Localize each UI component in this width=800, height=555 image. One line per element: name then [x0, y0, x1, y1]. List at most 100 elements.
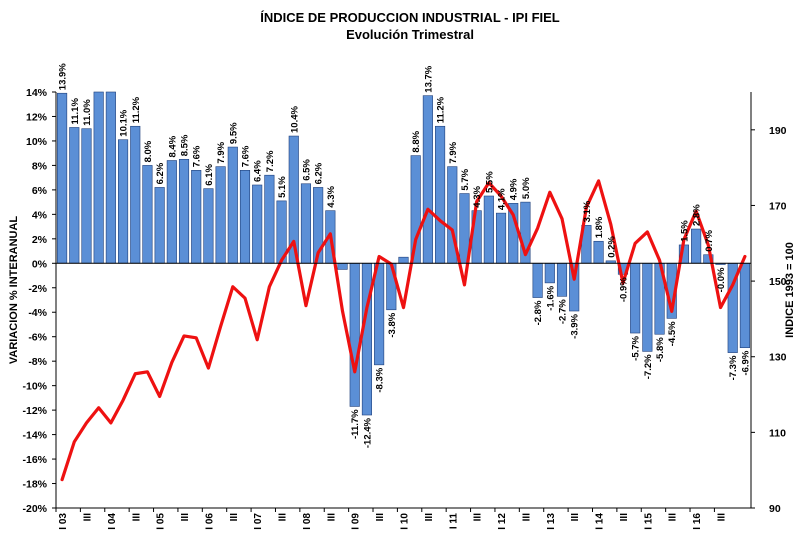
bar — [130, 125, 141, 264]
x-tick-label: III — [473, 513, 484, 522]
left-tick-labels: 14% 12% 10% 8% 6% 4% 2% 0% -2% -4% -6% -8% -10% -12% -… — [22, 87, 47, 515]
x-tick-label: I 13 — [546, 513, 557, 530]
left-tick-label: 10% — [26, 136, 48, 148]
bar — [337, 262, 348, 270]
bar — [435, 125, 446, 264]
left-tick-label: -18% — [22, 479, 47, 491]
x-tick-label: I 10 — [400, 513, 411, 530]
bar — [252, 184, 263, 264]
x-tick-label: I 04 — [107, 513, 118, 530]
bar — [739, 262, 750, 349]
bar-data-label: -0.0% — [716, 267, 727, 292]
left-tick-label: 14% — [26, 87, 48, 99]
x-tick-label: III — [668, 513, 679, 522]
left-tick-label: 8% — [32, 160, 48, 172]
bar — [81, 128, 92, 264]
left-tick-label: 0% — [32, 258, 48, 270]
bar-data-label: 5.5% — [484, 171, 495, 193]
bar — [556, 262, 568, 297]
bar — [178, 158, 190, 264]
x-tick-label: I 11 — [448, 513, 459, 530]
right-tick-label: 110 — [769, 427, 786, 439]
bar — [422, 95, 433, 264]
bar — [691, 228, 702, 264]
bar — [398, 256, 409, 264]
y-axis-right-label: INDICE 1993 = 100 — [784, 242, 796, 338]
left-tick-label: 4% — [32, 209, 48, 221]
bar-data-label: -7.2% — [643, 354, 654, 379]
left-tick-label: -14% — [22, 430, 47, 442]
left-tick-label: 6% — [32, 185, 48, 197]
bar-data-label: 9.5% — [228, 122, 239, 144]
x-tick-label: III — [326, 513, 337, 522]
bar — [69, 127, 80, 264]
bar-data-label: -0.9% — [619, 277, 630, 302]
x-tick-label: I 08 — [302, 513, 313, 530]
bar-data-label: 8.4% — [167, 135, 178, 157]
x-tick-label: I 16 — [692, 513, 703, 530]
bar — [166, 160, 177, 264]
axes — [52, 91, 755, 512]
bar-data-label: 10.1% — [119, 109, 130, 136]
bar-data-label: 6.5% — [302, 159, 313, 181]
right-tick-label: 130 — [769, 352, 787, 364]
x-tick-label: III — [570, 513, 581, 522]
bar-data-label: 3.1% — [582, 200, 593, 222]
bar-data-label: -7.3% — [728, 355, 739, 380]
bar — [227, 146, 238, 264]
bar — [630, 262, 641, 334]
x-tick-label: III — [131, 513, 142, 522]
bar-data-label: -5.8% — [655, 337, 666, 362]
x-tick-label: III — [278, 513, 289, 522]
bar-data-label: 11.2% — [131, 96, 142, 123]
x-tick-label: III — [619, 513, 630, 522]
bar — [93, 91, 104, 264]
bar — [300, 183, 312, 264]
line-series — [60, 179, 747, 482]
bar-data-label: 13.9% — [58, 63, 69, 90]
x-tick-labels: I 03 III I 04 III I 05 III I 06 III I 07 III I 08 I… — [58, 513, 727, 530]
bar-data-label: 6.1% — [204, 163, 215, 185]
x-tick-label: I 12 — [497, 513, 508, 530]
bar-data-label: 4.1% — [497, 188, 508, 210]
chart-title: ÍNDICE DE PRODUCCION INDUSTRIAL - IPI FI… — [260, 10, 560, 25]
left-tick-label: -4% — [28, 307, 47, 319]
right-tick-label: 150 — [769, 276, 787, 288]
x-tick-label: III — [229, 513, 240, 522]
bar — [374, 262, 385, 366]
bar — [142, 165, 153, 264]
right-tick-label: 90 — [769, 503, 781, 515]
bar — [544, 262, 555, 284]
bar-data-label: -8.3% — [375, 367, 386, 392]
bar-data-label: -2.7% — [558, 299, 569, 324]
x-tick-label: I 14 — [595, 513, 606, 530]
bar-data-label: 1.8% — [594, 216, 605, 238]
x-tick-label: III — [180, 513, 191, 522]
right-tick-label: 190 — [769, 125, 787, 137]
bar — [593, 240, 604, 264]
bar-data-label: 5.7% — [460, 168, 471, 190]
bar-data-label: -11.7% — [350, 409, 361, 439]
bar-data-label: -1.6% — [545, 285, 556, 310]
bar — [191, 170, 202, 264]
bar — [264, 174, 275, 264]
bar-data-label: 10.4% — [289, 106, 300, 133]
bar-data-label: -6.9% — [740, 350, 751, 375]
bar — [361, 262, 372, 416]
left-tick-label: -10% — [22, 381, 47, 393]
x-tick-label: I 06 — [204, 513, 215, 530]
bar-data-label: -3.8% — [387, 312, 398, 337]
bar — [349, 262, 360, 407]
x-tick-label: III — [424, 513, 435, 522]
bar-data-label: 7.9% — [448, 141, 459, 163]
bar-data-label: 6.4% — [253, 160, 264, 182]
left-tick-label: -8% — [28, 356, 47, 368]
bar-data-label: 4.3% — [472, 185, 483, 207]
left-tick-label: -12% — [22, 405, 47, 417]
bar — [495, 212, 507, 264]
left-tick-label: -20% — [22, 503, 47, 515]
bar — [118, 139, 129, 264]
bar-data-label: 8.0% — [143, 140, 154, 162]
bar-data-label: 8.8% — [411, 130, 422, 152]
bar — [154, 187, 165, 264]
